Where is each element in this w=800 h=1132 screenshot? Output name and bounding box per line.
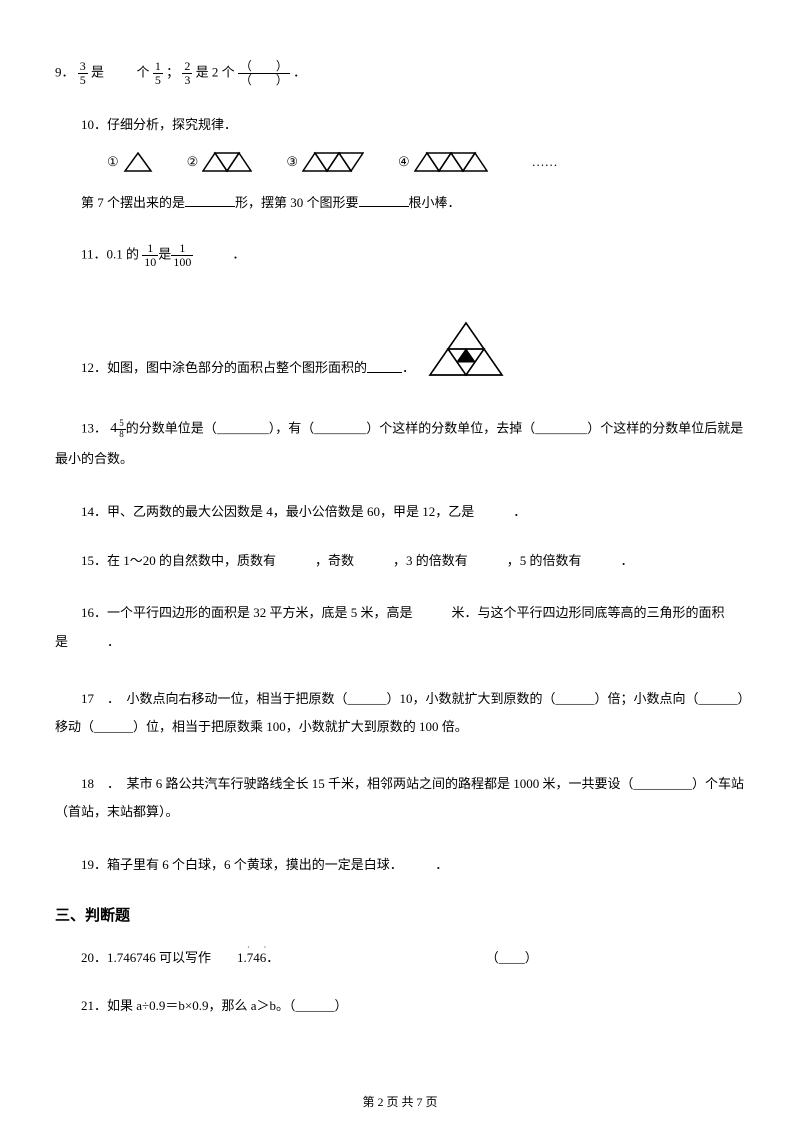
q-number: 15	[81, 553, 94, 568]
q-number: 21	[81, 998, 94, 1013]
fraction-2-3: 2 3	[182, 60, 192, 87]
blank-shape	[185, 193, 235, 207]
fraction-3-5: 3 5	[78, 60, 88, 87]
q10-subquestion: 第 7 个摆出来的是形，摆第 30 个图形要根小棒．	[55, 193, 745, 214]
q-number: 12	[81, 361, 94, 376]
question-15: 15．在 1～20 的自然数中，质数有 ，奇数 ，3 的倍数有 ，5 的倍数有 …	[55, 551, 745, 572]
question-16: 16．一个平行四边形的面积是 32 平方米，底是 5 米，高是 米．与这个平行四…	[55, 599, 745, 656]
question-21: 21．如果 a÷0.9＝b×0.9，那么 a＞b。（______）	[55, 996, 745, 1017]
triangle-icon-4	[414, 151, 488, 173]
mixed-fraction: 4 5 8	[110, 414, 126, 445]
triangle-icon-1	[123, 151, 153, 173]
q-number: 11	[81, 247, 94, 262]
judge-blank: （____）	[486, 950, 538, 965]
triangle-pattern-row: ① ② ③ ④	[81, 151, 745, 173]
q-number: 17	[81, 691, 94, 706]
q-number: 9	[55, 65, 62, 80]
label-4: ④	[372, 152, 410, 173]
triangle-icon-2	[202, 151, 252, 173]
q-number: 18	[81, 776, 94, 791]
triangle-icon-3	[302, 151, 364, 173]
question-19: 19．箱子里有 6 个白球，6 个黄球，摸出的一定是白球． ．	[55, 855, 745, 876]
question-14: 14．甲、乙两数的最大公因数是 4，最小公倍数是 60，甲是 12，乙是 ．	[55, 502, 745, 523]
question-20: 20．1.746746 可以写作··1.746． （____）	[55, 948, 745, 969]
blank-sticks	[359, 193, 409, 207]
question-18: 18 ． 某市 6 路公共汽车行驶路线全长 15 千米，相邻两站之间的路程都是 …	[55, 770, 745, 827]
blank-fraction	[367, 359, 402, 373]
question-17: 17 ． 小数点向右移动一位，相当于把原数（______）10，小数就扩大到原数…	[55, 685, 745, 742]
fraction-1-10: 1 10	[142, 242, 158, 269]
question-13: 13． 4 5 8 的分数单位是（________），有（________）个这…	[55, 414, 745, 473]
q-number: 13	[81, 421, 94, 436]
q-number: 14	[81, 504, 94, 519]
q-number: 20	[81, 950, 94, 965]
fraction-1-100: 1 100	[171, 242, 193, 269]
section-3-title: 三、判断题	[55, 904, 745, 928]
label-2: ②	[161, 152, 199, 173]
question-12: 12．如图，图中涂色部分的面积占整个图形面积的．	[55, 319, 745, 379]
label-1: ①	[81, 152, 119, 173]
q-number: 16	[81, 605, 94, 620]
recurring-decimal: ··1.746	[211, 948, 266, 969]
q-number: 10	[81, 117, 94, 132]
page-footer: 第 2 页 共 7 页	[0, 1093, 800, 1112]
question-10: 10．仔细分析，探究规律． ① ② ③ ④	[55, 115, 745, 214]
fraction-blank: （ ） （ ）	[238, 60, 290, 87]
q-number: 19	[81, 857, 94, 872]
question-11: 11．0.1 的 1 10 是 1 100 ．	[55, 242, 745, 269]
ellipsis: ……	[506, 152, 558, 173]
label-3: ③	[260, 152, 298, 173]
fraction-1-5: 1 5	[153, 60, 163, 87]
question-9: 9． 3 5 是 个 1 5 ； 2 3 是 2 个 （ ） （ ） ．	[55, 60, 745, 87]
nested-triangle-icon	[426, 319, 506, 379]
